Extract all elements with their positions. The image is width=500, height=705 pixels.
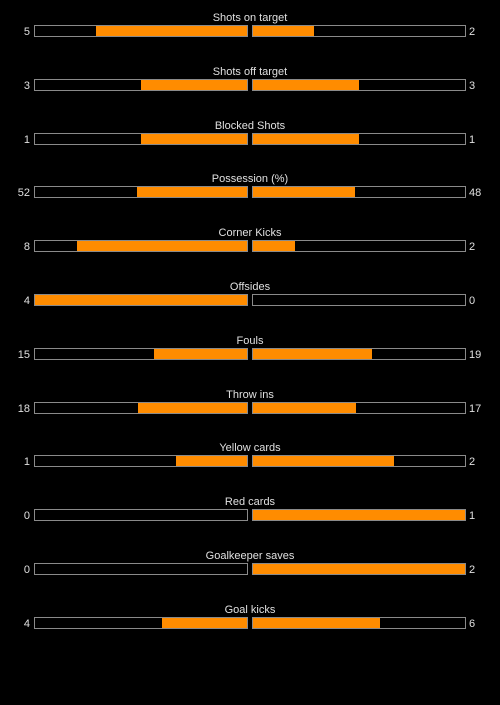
- home-bar-fill: [138, 403, 247, 413]
- away-value: 48: [469, 187, 482, 199]
- stat-label: Goalkeeper saves: [205, 550, 295, 562]
- home-value: 3: [23, 80, 30, 92]
- away-bar: [252, 294, 466, 306]
- home-value: 5: [23, 26, 30, 38]
- stat-label: Yellow cards: [219, 442, 281, 454]
- stat-row-corner-kicks: Corner Kicks 8 2: [0, 226, 500, 266]
- away-bar-fill: [253, 456, 395, 466]
- away-bar-fill: [253, 241, 296, 251]
- away-value: 2: [469, 456, 476, 468]
- home-value: 18: [17, 403, 30, 415]
- stat-label: Red cards: [224, 496, 276, 508]
- home-value: 0: [23, 564, 30, 576]
- away-value: 3: [469, 80, 476, 92]
- stat-row-red-cards: Red cards 0 1: [0, 495, 500, 535]
- stat-row-shots-off-target: Shots off target 3 3: [0, 65, 500, 105]
- home-value: 15: [17, 349, 30, 361]
- home-bar-fill: [35, 295, 247, 305]
- away-bar: [252, 133, 466, 145]
- home-value: 1: [23, 456, 30, 468]
- away-bar: [252, 402, 466, 414]
- home-bar: [34, 455, 248, 467]
- home-bar-fill: [176, 456, 247, 466]
- stat-row-possession: Possession (%) 52 48: [0, 172, 500, 212]
- home-bar-fill: [95, 26, 247, 36]
- home-value: 4: [23, 295, 30, 307]
- away-bar-fill: [253, 564, 465, 574]
- stat-row-offsides: Offsides 4 0: [0, 280, 500, 320]
- away-bar-fill: [253, 349, 372, 359]
- stat-label: Fouls: [236, 335, 264, 347]
- home-bar: [34, 294, 248, 306]
- stat-row-fouls: Fouls 15 19: [0, 334, 500, 374]
- away-bar-fill: [253, 618, 381, 628]
- away-bar-fill: [253, 403, 357, 413]
- away-value: 17: [469, 403, 482, 415]
- home-bar-fill: [153, 349, 247, 359]
- home-bar: [34, 25, 248, 37]
- away-bar: [252, 348, 466, 360]
- away-bar: [252, 563, 466, 575]
- stat-label: Offsides: [229, 281, 271, 293]
- stat-label: Throw ins: [226, 389, 274, 401]
- home-value: 52: [17, 187, 30, 199]
- away-value: 2: [469, 26, 476, 38]
- away-bar-fill: [253, 80, 359, 90]
- away-bar: [252, 79, 466, 91]
- home-bar: [34, 617, 248, 629]
- home-value: 4: [23, 618, 30, 630]
- home-bar-fill: [141, 80, 247, 90]
- stat-row-shots-on-target: Shots on target 5 2: [0, 11, 500, 51]
- away-value: 1: [469, 510, 476, 522]
- away-bar: [252, 25, 466, 37]
- home-bar: [34, 402, 248, 414]
- away-bar: [252, 240, 466, 252]
- home-bar: [34, 133, 248, 145]
- home-bar: [34, 348, 248, 360]
- home-value: 1: [23, 134, 30, 146]
- away-bar: [252, 186, 466, 198]
- away-bar: [252, 509, 466, 521]
- stat-label: Goal kicks: [224, 604, 276, 616]
- away-value: 0: [469, 295, 476, 307]
- stat-row-yellow-cards: Yellow cards 1 2: [0, 441, 500, 481]
- home-value: 8: [23, 241, 30, 253]
- stat-label: Shots off target: [212, 66, 288, 78]
- away-bar-fill: [253, 134, 359, 144]
- home-bar-fill: [77, 241, 247, 251]
- home-bar: [34, 79, 248, 91]
- stat-row-goal-kicks: Goal kicks 4 6: [0, 603, 500, 643]
- away-bar: [252, 455, 466, 467]
- away-value: 1: [469, 134, 476, 146]
- stat-row-throw-ins: Throw ins 18 17: [0, 388, 500, 428]
- away-value: 6: [469, 618, 476, 630]
- away-bar: [252, 617, 466, 629]
- stat-label: Corner Kicks: [218, 227, 282, 239]
- home-bar-fill: [141, 134, 247, 144]
- stat-row-goalkeeper-saves: Goalkeeper saves 0 2: [0, 549, 500, 589]
- home-bar-fill: [136, 187, 247, 197]
- stat-row-blocked-shots: Blocked Shots 1 1: [0, 119, 500, 159]
- stat-label: Blocked Shots: [214, 120, 286, 132]
- away-value: 19: [469, 349, 482, 361]
- away-bar-fill: [253, 187, 355, 197]
- away-value: 2: [469, 564, 476, 576]
- home-bar-fill: [162, 618, 247, 628]
- home-value: 0: [23, 510, 30, 522]
- home-bar: [34, 240, 248, 252]
- home-bar: [34, 186, 248, 198]
- home-bar: [34, 509, 248, 521]
- away-value: 2: [469, 241, 476, 253]
- away-bar-fill: [253, 26, 314, 36]
- stat-label: Shots on target: [212, 12, 288, 24]
- stat-label: Possession (%): [211, 173, 289, 185]
- home-bar: [34, 563, 248, 575]
- away-bar-fill: [253, 510, 465, 520]
